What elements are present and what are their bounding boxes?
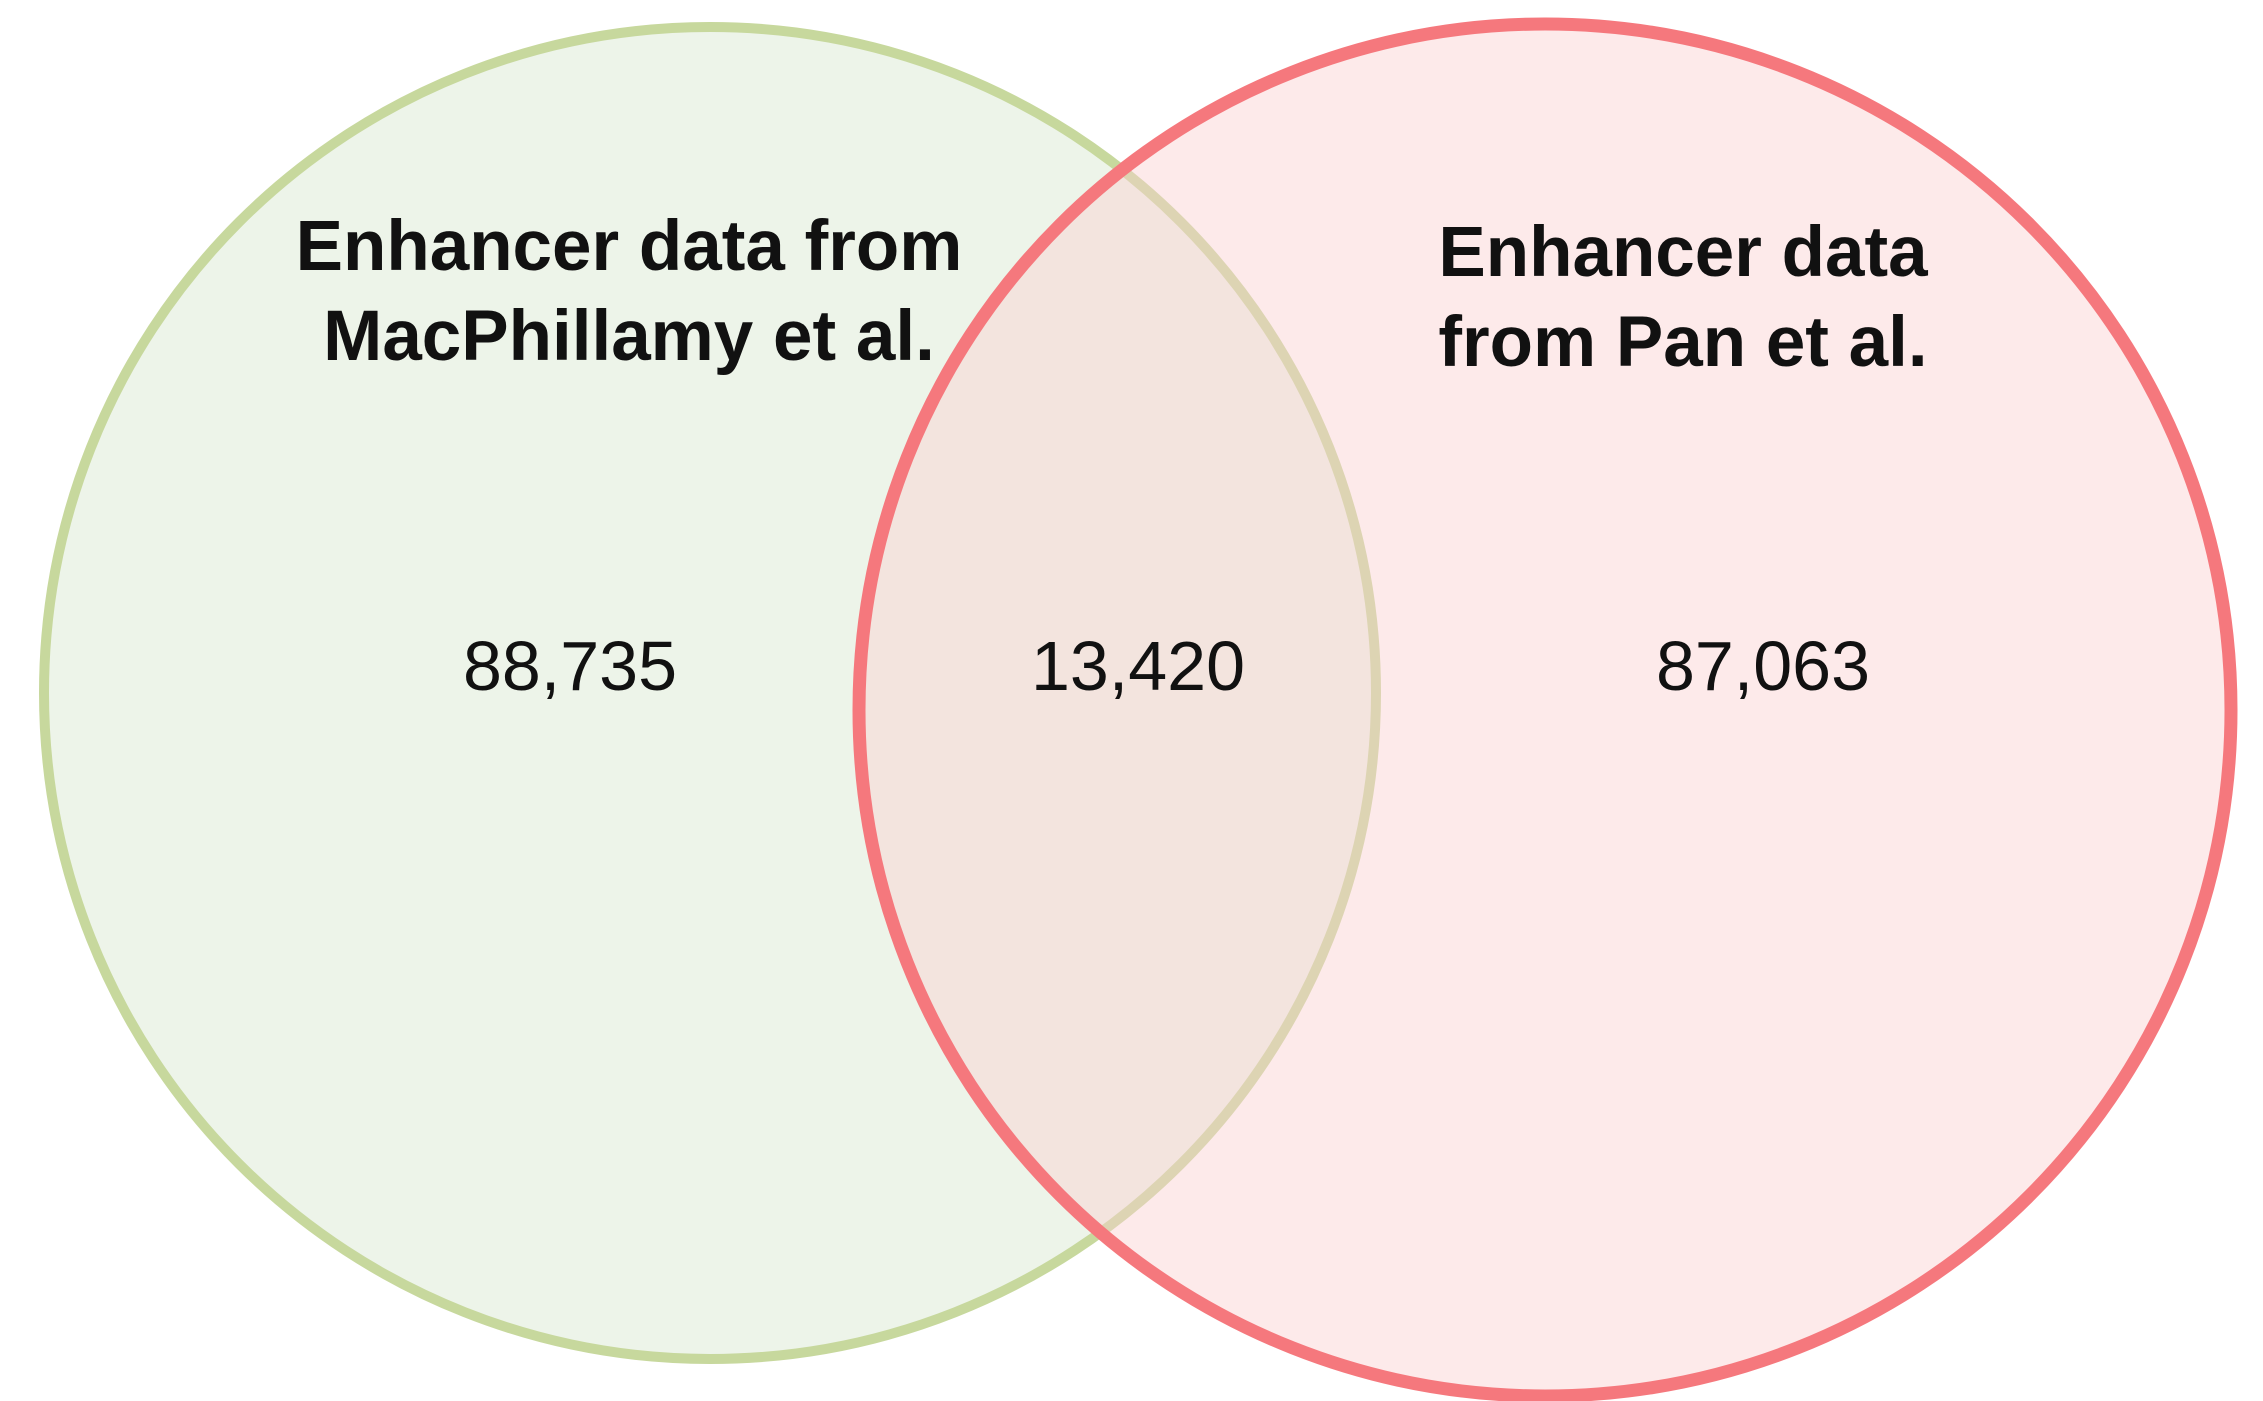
right-set-label-line1: Enhancer data	[1438, 213, 1928, 292]
right-set-count: 87,063	[1656, 627, 1870, 705]
right-set-circle	[852, 17, 2238, 1401]
left-set-label-line1: Enhancer data from	[296, 207, 963, 286]
left-set-label-line2: MacPhillamy et al.	[323, 297, 935, 376]
left-set-circle	[39, 22, 1381, 1364]
right-set-label-line2: from Pan et al.	[1438, 303, 1927, 382]
intersection-count: 13,420	[1031, 627, 1245, 705]
left-set-count: 88,735	[463, 627, 677, 705]
